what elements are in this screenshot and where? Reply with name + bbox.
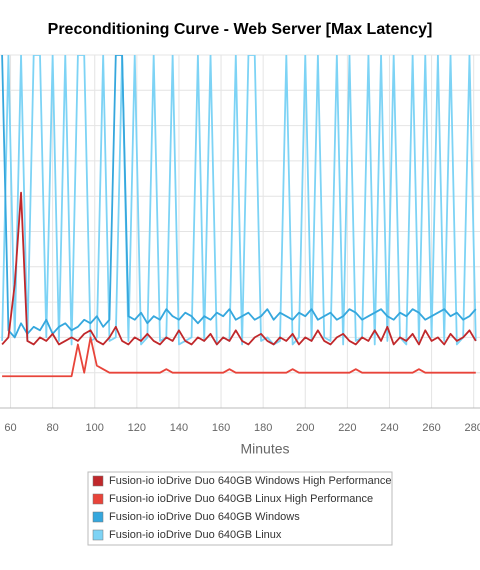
legend-swatch	[92, 529, 104, 541]
x-tick-label: 140	[170, 422, 188, 434]
series-line	[2, 336, 476, 378]
series-line	[1, 191, 477, 346]
x-tick-label: 260	[422, 422, 440, 434]
x-tick-label: 160	[212, 422, 230, 434]
x-tick-label: 60	[4, 422, 16, 434]
legend-swatch	[92, 511, 104, 523]
series-line	[1, 55, 477, 339]
legend-label: Fusion-io ioDrive Duo 640GB Linux High P…	[109, 493, 373, 505]
legend-label: Fusion-io ioDrive Duo 640GB Windows	[109, 511, 300, 523]
x-tick-label: 220	[338, 422, 356, 434]
legend: Fusion-io ioDrive Duo 640GB Windows High…	[92, 475, 391, 541]
legend-label: Fusion-io ioDrive Duo 640GB Windows High…	[109, 475, 391, 487]
x-tick-label: 280	[465, 422, 480, 434]
x-tick-label: 240	[380, 422, 398, 434]
x-axis-title: Minutes	[240, 441, 289, 457]
x-tick-label: 200	[296, 422, 314, 434]
legend-swatch	[92, 475, 104, 487]
x-tick-label: 180	[254, 422, 272, 434]
x-tick-label: 100	[86, 422, 104, 434]
x-tick-label: 80	[47, 422, 59, 434]
series-line	[1, 55, 477, 346]
plot	[1, 55, 477, 378]
legend-box	[87, 471, 393, 546]
chart-title: Preconditioning Curve - Web Server [Max …	[48, 21, 433, 38]
legend-label: Fusion-io ioDrive Duo 640GB Linux	[109, 529, 282, 541]
x-tick-label: 120	[128, 422, 146, 434]
legend-swatch	[92, 493, 104, 505]
